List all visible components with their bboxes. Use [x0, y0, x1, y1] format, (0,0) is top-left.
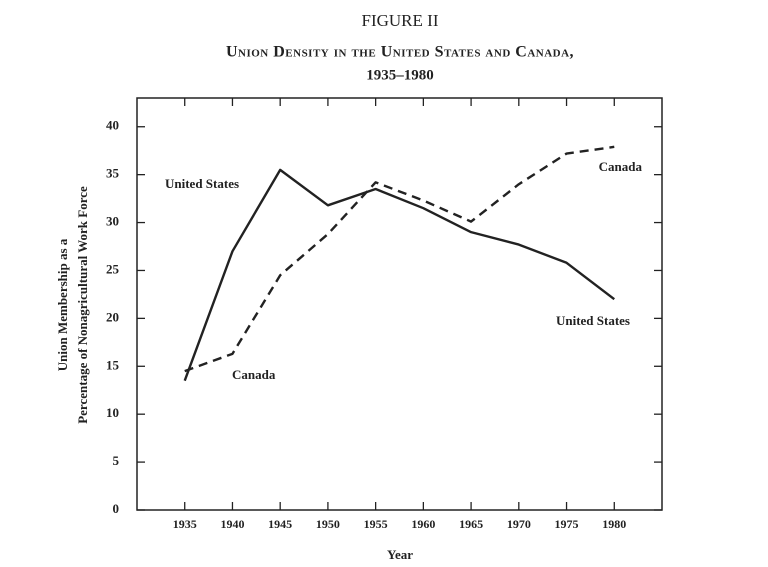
chart-title: FIGURE II [362, 11, 439, 30]
y-tick-label: 35 [106, 166, 120, 181]
plot-frame [136, 97, 663, 511]
y-tick-label: 5 [113, 453, 120, 468]
x-tick-label: 1950 [316, 517, 340, 531]
y-axis-label: Percentage of Nonagricultural Work Force [75, 186, 90, 424]
y-tick-label: 25 [106, 261, 120, 276]
y-tick-label: 20 [106, 309, 119, 324]
y-tick-label: 30 [106, 214, 119, 229]
series-label: United States [165, 176, 239, 191]
x-tick-label: 1975 [555, 517, 579, 531]
x-tick-label: 1970 [507, 517, 531, 531]
y-tick-label: 15 [106, 357, 120, 372]
x-tick-label: 1960 [411, 517, 435, 531]
y-tick-label: 40 [106, 118, 119, 133]
chart-subtitle: Union Density in the United States and C… [226, 44, 574, 61]
series-line [183, 168, 616, 382]
x-tick-label: 1955 [364, 517, 388, 531]
x-tick-label: 1980 [602, 517, 626, 531]
x-tick-label: 1945 [268, 517, 292, 531]
chart-subtitle: 1935–1980 [366, 67, 434, 83]
x-tick-label: 1965 [459, 517, 483, 531]
x-tick-label: 1935 [173, 517, 197, 531]
y-tick-label: 0 [113, 501, 120, 516]
series-label: Canada [232, 367, 276, 382]
x-tick-label: 1940 [220, 517, 244, 531]
series-label: Canada [599, 159, 643, 174]
y-axis-label: Union Membership as a [55, 238, 70, 371]
series-label: United States [556, 313, 630, 328]
series-line [184, 145, 615, 373]
x-axis-label: Year [387, 547, 413, 562]
y-tick-label: 10 [106, 405, 119, 420]
